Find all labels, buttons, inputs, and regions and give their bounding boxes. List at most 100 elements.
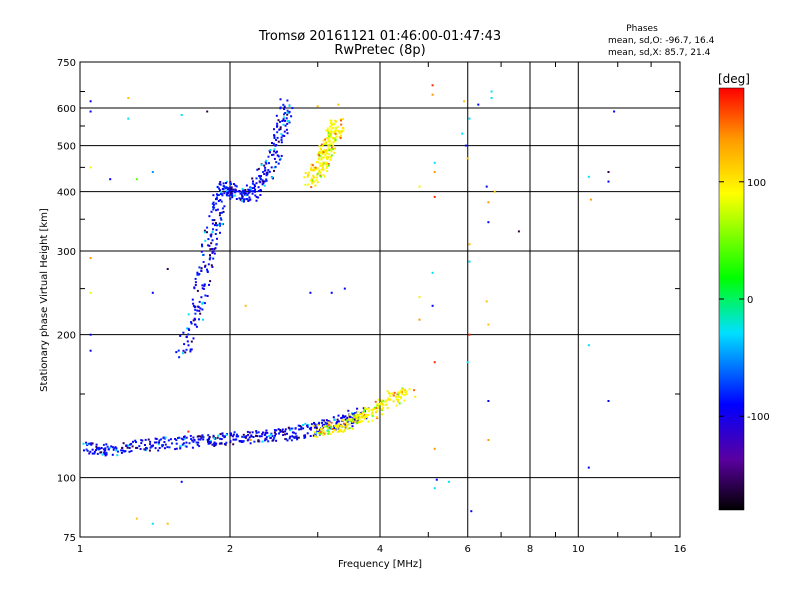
data-point [263, 169, 266, 172]
data-point [468, 333, 471, 336]
data-point [228, 189, 231, 192]
data-point [215, 228, 218, 231]
data-point [342, 127, 345, 130]
data-point [200, 250, 203, 253]
data-point [322, 173, 325, 176]
data-point [96, 447, 99, 449]
data-point [464, 144, 467, 147]
data-point [152, 444, 154, 447]
data-point [135, 446, 137, 449]
data-point [341, 130, 343, 133]
data-point [282, 103, 285, 106]
data-point [397, 391, 400, 394]
data-point [255, 196, 258, 198]
data-point [144, 444, 146, 446]
data-point [403, 394, 406, 397]
data-point [273, 429, 276, 431]
data-point [401, 388, 404, 391]
data-point [204, 264, 207, 267]
data-point [281, 428, 284, 431]
data-point [212, 194, 215, 197]
data-point [215, 243, 218, 246]
data-point [395, 404, 398, 407]
data-point [392, 400, 395, 403]
data-point [194, 284, 197, 286]
data-point [392, 394, 395, 397]
data-point [336, 418, 339, 421]
data-point [219, 183, 222, 186]
data-point [377, 398, 380, 401]
data-point [273, 169, 275, 172]
data-point [96, 452, 99, 455]
data-point [185, 348, 188, 351]
data-point [257, 167, 260, 170]
data-point [316, 172, 319, 175]
data-point [201, 308, 204, 311]
data-point [296, 436, 298, 439]
data-point [229, 192, 232, 195]
data-point [208, 258, 211, 261]
data-point [212, 434, 215, 437]
data-point [280, 157, 282, 160]
data-point [306, 175, 309, 178]
data-point [103, 451, 106, 454]
data-point [225, 194, 228, 197]
data-point [374, 400, 377, 403]
data-point [193, 317, 196, 320]
data-point [329, 135, 332, 138]
data-point [209, 256, 212, 259]
data-point [187, 313, 190, 316]
data-point [282, 116, 285, 119]
data-point [282, 119, 285, 122]
data-point [340, 119, 342, 122]
data-point [275, 161, 278, 164]
data-point [334, 130, 337, 133]
data-point [293, 437, 296, 439]
data-point [125, 445, 128, 447]
data-point [269, 151, 271, 154]
data-point [335, 135, 338, 138]
data-point [364, 406, 367, 409]
data-point [210, 440, 212, 443]
data-point [342, 430, 345, 433]
data-point [291, 107, 294, 110]
data-point [197, 273, 200, 276]
x-tick-label: 2 [227, 544, 233, 555]
data-point [207, 263, 210, 266]
data-point [337, 430, 340, 433]
data-point [307, 424, 310, 427]
data-point [320, 143, 323, 146]
data-point [385, 399, 388, 402]
data-point [122, 442, 125, 445]
data-point [323, 149, 326, 151]
data-point [265, 436, 268, 439]
data-point [286, 113, 289, 116]
data-point [340, 425, 343, 428]
data-point [353, 412, 356, 415]
data-point [324, 421, 327, 424]
data-point [304, 422, 307, 425]
data-point [197, 438, 200, 441]
data-point [294, 432, 297, 435]
data-point [327, 143, 330, 146]
data-point [182, 349, 185, 352]
axis-ticks: 1 2 4 6 8 10 16 750 600 500 400 300 200 100 75 [57, 58, 686, 555]
data-point [326, 156, 329, 158]
data-point [330, 150, 333, 153]
data-point [487, 400, 490, 402]
data-point [613, 110, 616, 113]
data-point [310, 426, 313, 429]
data-point [319, 148, 322, 151]
data-point [339, 137, 342, 139]
data-point [202, 253, 205, 256]
data-point [244, 436, 247, 439]
data-point [334, 424, 336, 427]
data-point [148, 449, 151, 452]
data-point [140, 439, 143, 442]
data-point [265, 429, 268, 432]
data-point [348, 423, 351, 426]
data-point [190, 340, 193, 343]
data-point [398, 402, 401, 405]
data-point [218, 222, 221, 225]
